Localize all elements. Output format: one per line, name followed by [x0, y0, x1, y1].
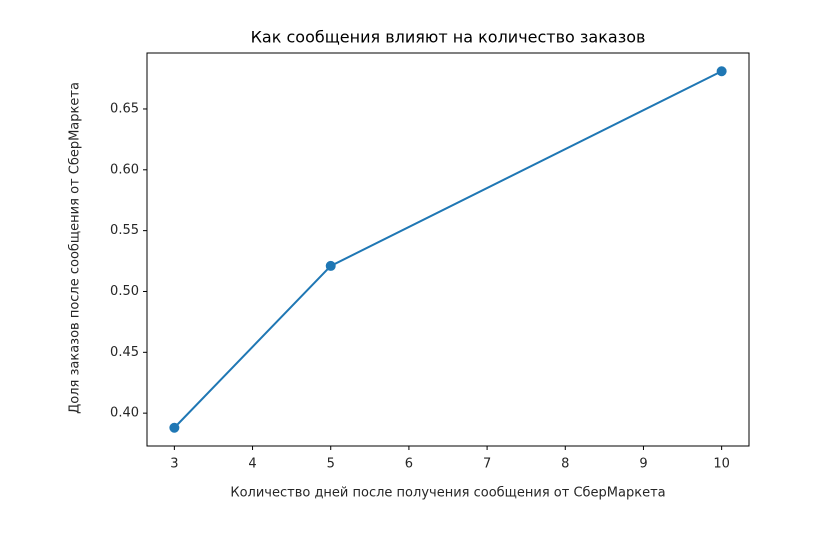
- x-tick-label: 7: [483, 457, 491, 472]
- x-tick-label: 6: [405, 457, 413, 472]
- plot-frame: [146, 52, 750, 447]
- y-tick-label: 0.50: [110, 284, 139, 299]
- point: [169, 422, 180, 433]
- point: [716, 66, 727, 77]
- y-tick-label: 0.60: [110, 162, 139, 177]
- y-tick-label: 0.45: [110, 345, 139, 360]
- y-tick-label: 0.40: [110, 406, 139, 421]
- chart-title: Как сообщения влияют на количество заказ…: [251, 28, 646, 47]
- x-tick-label: 3: [170, 457, 178, 472]
- y-tick-label: 0.55: [110, 223, 139, 238]
- x-tick-label: 4: [248, 457, 256, 472]
- point: [325, 260, 336, 271]
- y-tick-label: 0.65: [110, 101, 139, 116]
- x-tick-label: 5: [327, 457, 335, 472]
- x-tick-label: 10: [713, 457, 730, 472]
- y-axis-label: Доля заказов после сообщения от СберМарк…: [68, 82, 83, 414]
- x-axis-label: Количество дней после получения сообщени…: [230, 486, 665, 501]
- x-tick-label: 8: [561, 457, 569, 472]
- x-tick-label: 9: [639, 457, 647, 472]
